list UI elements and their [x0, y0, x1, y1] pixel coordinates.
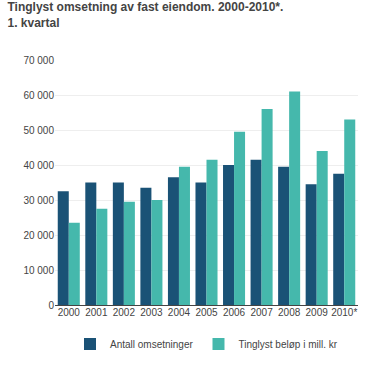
svg-text:Tinglyst beløp i mill. kr: Tinglyst beløp i mill. kr — [238, 339, 337, 350]
svg-text:2000: 2000 — [58, 307, 81, 318]
svg-text:2003: 2003 — [140, 307, 163, 318]
svg-text:2007: 2007 — [250, 307, 273, 318]
svg-text:2002: 2002 — [113, 307, 136, 318]
svg-text:30 000: 30 000 — [23, 195, 54, 206]
svg-text:2004: 2004 — [168, 307, 191, 318]
svg-text:50 000: 50 000 — [23, 125, 54, 136]
svg-text:2005: 2005 — [195, 307, 218, 318]
svg-text:40 000: 40 000 — [23, 160, 54, 171]
svg-text:10 000: 10 000 — [23, 265, 54, 276]
svg-text:2009: 2009 — [306, 307, 329, 318]
svg-text:Tinglyst omsetning av fast eie: Tinglyst omsetning av fast eiendom. 2000… — [7, 0, 283, 30]
svg-text:20 000: 20 000 — [23, 230, 54, 241]
svg-text:2010*: 2010* — [331, 307, 357, 318]
svg-text:0: 0 — [48, 300, 54, 311]
svg-text:Antall omsetninger: Antall omsetninger — [110, 339, 193, 350]
svg-text:2006: 2006 — [223, 307, 246, 318]
svg-text:2008: 2008 — [278, 307, 301, 318]
svg-text:2001: 2001 — [85, 307, 108, 318]
svg-text:60 000: 60 000 — [23, 90, 54, 101]
svg-text:70 000: 70 000 — [23, 55, 54, 66]
